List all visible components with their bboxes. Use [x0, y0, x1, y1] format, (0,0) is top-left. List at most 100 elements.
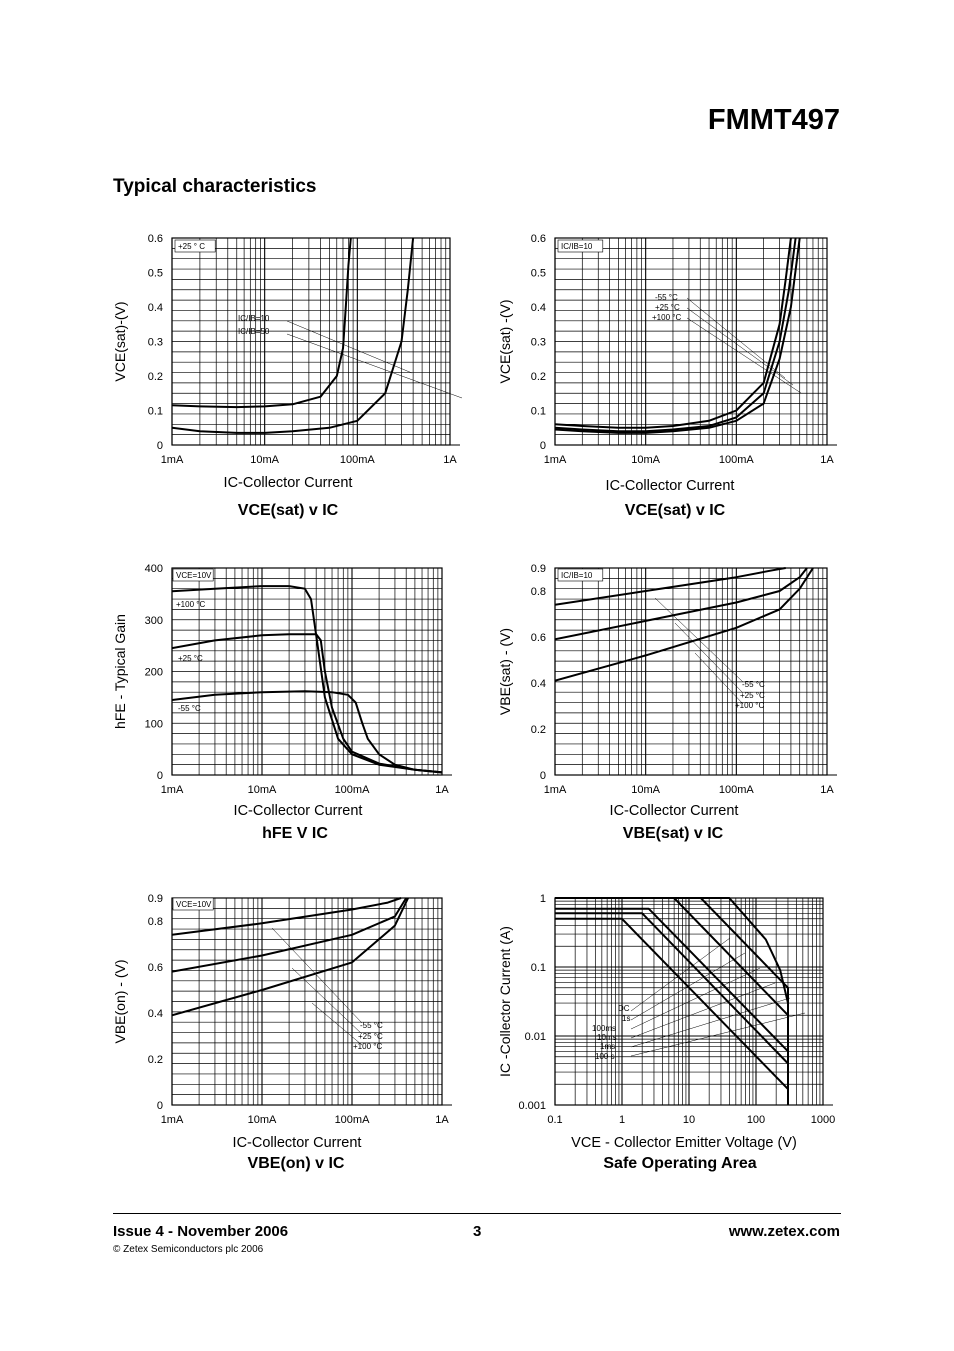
chart-vcesat-temp-title: VCE(sat) v IC	[624, 502, 726, 519]
y-tick-label: 0.4	[531, 678, 546, 690]
y-tick-label: 0.2	[531, 724, 546, 736]
annotation-box	[174, 239, 216, 253]
series-line-1	[172, 237, 415, 434]
y-tick-label: 0.6	[148, 233, 163, 245]
leader-line	[286, 320, 413, 374]
series-line-0	[555, 237, 792, 429]
x-tick-label: 1	[619, 1114, 625, 1126]
annotation-label: 100 s	[595, 1052, 615, 1061]
y-tick-label: 0.1	[531, 962, 546, 974]
leader-line	[630, 1012, 806, 1057]
y-tick-label: 0.2	[148, 1054, 163, 1066]
y-tick-label: 0.2	[148, 371, 163, 383]
x-tick-label: 10mA	[250, 454, 279, 466]
annotation-label: -55 °C	[178, 704, 201, 713]
annotation-box	[557, 239, 604, 253]
y-tick-label: 0.1	[148, 406, 163, 418]
x-tick-label: 100mA	[340, 454, 376, 466]
leader-line	[291, 967, 363, 1035]
y-tick-label: 0.001	[518, 1100, 546, 1112]
x-tick-label: 1mA	[544, 784, 567, 796]
x-tick-label: 1A	[443, 454, 457, 466]
x-tick-label: 10mA	[631, 784, 660, 796]
annotation-box	[172, 568, 214, 582]
vcesat1-ylabel: VCE(sat)-(V)	[112, 301, 128, 381]
x-tick-label: 100mA	[335, 1114, 371, 1126]
y-tick-label: 0.4	[531, 302, 546, 314]
y-tick-label: 0.1	[531, 406, 546, 418]
annotation-label: -55 °C	[360, 1021, 383, 1030]
chart-vcesat-25c: 1mA 10mA 100mA 1A 0 0.1 0.2 0.3 0.4 0.5 0.6 VCE(sat…	[112, 233, 463, 466]
y-tick-label: 0.3	[148, 337, 163, 349]
y-tick-label: 0	[540, 770, 546, 782]
chart-soa-xlabel: VCE - Collector Emitter Voltage (V)	[571, 1135, 797, 1151]
chart-vcesat-25c-xlabel: IC-Collector Current	[223, 475, 353, 491]
chart-vbesat: 1mA 10mA 100mA 1A 0 0.2 0.4 0.6 0.8 0.9 VBE(sat) -…	[497, 563, 837, 796]
chart-vcesat-25c-title: VCE(sat) v IC	[237, 502, 339, 519]
footer-issue: Issue 4 - November 2006	[113, 1223, 289, 1240]
y-tick-label: 0.2	[531, 371, 546, 383]
x-tick-label: 1A	[435, 1114, 449, 1126]
y-tick-label: 0.8	[148, 916, 163, 928]
series-line-2	[172, 897, 410, 1017]
leader-line	[630, 997, 791, 1048]
x-tick-label: 1mA	[544, 454, 567, 466]
y-tick-label: 0.6	[148, 962, 163, 974]
series-line-2	[555, 237, 801, 434]
hfe-frame	[171, 567, 443, 776]
annotation-label: 1s	[622, 1014, 630, 1023]
chart-vcesat-temp: 1mA 10mA 100mA 1A 0 0.1 0.2 0.3 0.4 0.5 0.6 VCE(sat…	[497, 233, 837, 466]
vcesat1-grid	[171, 237, 450, 446]
annotation-label: -55 °C	[742, 680, 765, 689]
y-tick-label: 0.9	[531, 563, 546, 575]
y-tick-label: 0.9	[148, 893, 163, 905]
series-line-2	[172, 690, 442, 774]
chart-vbeon-title: VBE(on) v IC	[247, 1155, 345, 1172]
x-tick-label: 100	[747, 1114, 765, 1126]
vbesat-ylabel: VBE(sat) - (V)	[497, 628, 513, 715]
x-tick-label: 1mA	[161, 1114, 184, 1126]
vcesat2-frame	[554, 237, 828, 446]
y-tick-label: 1	[540, 893, 546, 905]
annotation-label: IC/IB=10	[238, 314, 270, 323]
vbeon-frame	[171, 897, 443, 1106]
annotation-label: +25 ° C	[178, 242, 205, 251]
annotation-label: IC/IB=50	[238, 327, 270, 336]
annotation-label: VCE=10V	[176, 571, 212, 580]
x-tick-label: 100mA	[719, 784, 755, 796]
y-tick-label: 0.5	[148, 268, 163, 280]
annotation-label: +100 °C	[353, 1042, 382, 1051]
soa-ylabel: IC -Collector Current (A)	[497, 926, 513, 1077]
chart-hfe-title: hFE V IC	[262, 825, 328, 842]
y-tick-label: 0.4	[148, 302, 163, 314]
vbeon-ylabel: VBE(on) - (V)	[112, 959, 128, 1043]
leader-line	[686, 317, 802, 394]
leader-line	[686, 307, 794, 386]
y-tick-label: 0.8	[531, 586, 546, 598]
x-tick-label: 10mA	[631, 454, 660, 466]
annotation-label: +25 °C	[740, 691, 765, 700]
document-title: FMMT497	[707, 104, 840, 136]
y-tick-label: 0.6	[531, 233, 546, 245]
y-tick-label: 0	[157, 440, 163, 452]
y-tick-label: 0.4	[148, 1008, 163, 1020]
leader-line	[630, 967, 761, 1030]
chart-hfe: 1mA 10mA 100mA 1A 0 100 200 300 400 hFE - Typical…	[112, 563, 452, 796]
footer-page-number: 3	[473, 1223, 482, 1240]
chart-vbesat-title: VBE(sat) v IC	[622, 825, 724, 842]
annotation-box	[172, 897, 214, 911]
section-title: Typical characteristics	[113, 176, 317, 197]
vcesat1-frame	[171, 237, 451, 446]
leader-line	[694, 652, 744, 705]
x-tick-label: 1A	[435, 784, 449, 796]
series-line-2	[555, 567, 814, 682]
series-line-1	[172, 633, 442, 774]
x-tick-label: 0.1	[547, 1114, 562, 1126]
annotation-label: +25 °C	[178, 654, 203, 663]
chart-soa-title: Safe Operating Area	[603, 1155, 757, 1172]
annotation-label: +100 °C	[652, 313, 681, 322]
annotation-label: 100ms	[592, 1024, 616, 1033]
footer-website: www.zetex.com	[728, 1223, 840, 1240]
series-line-1	[555, 237, 797, 433]
chart-vbeon-xlabel: IC-Collector Current	[232, 1135, 362, 1151]
